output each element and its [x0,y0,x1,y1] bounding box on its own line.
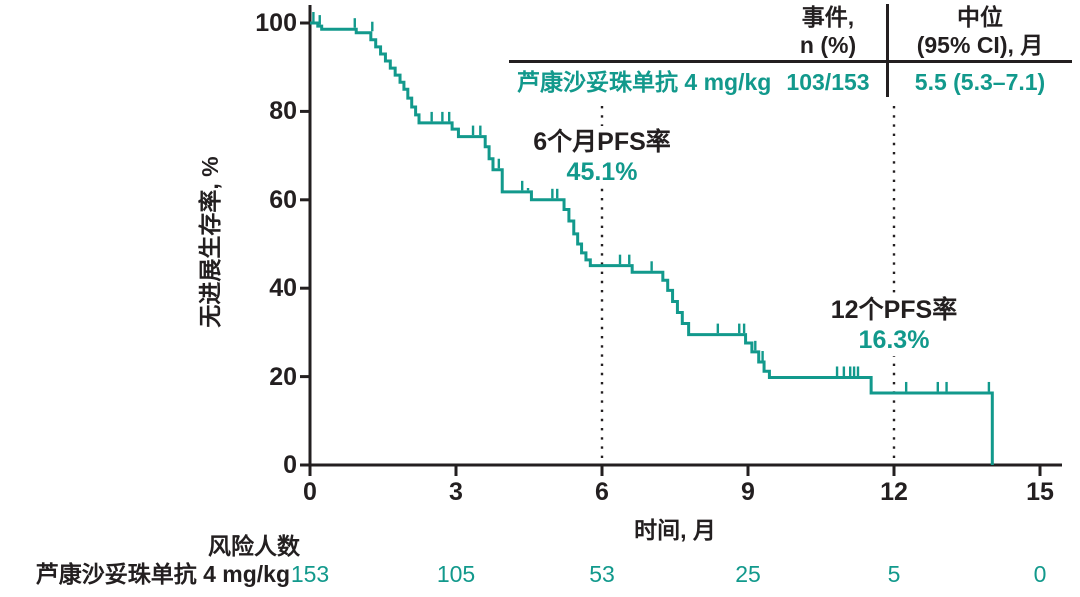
table-header-underline [509,60,1072,63]
x-tick-label: 3 [449,478,463,506]
table-row-median: 5.5 (5.3–7.1) [914,69,1046,95]
x-tick-label: 0 [303,478,317,506]
table-header-median-line2: (95% CI), 月 [916,32,1044,58]
x-tick-label: 12 [880,478,908,506]
annotation-6mo-pfs: 6个月PFS率 45.1% [526,126,678,188]
risk-count: 5 [887,561,901,587]
y-axis-label: 无进展生存率, % [197,156,223,328]
risk-table-title: 风险人数 [208,533,300,559]
table-header-events-line2: n (%) [799,32,857,58]
x-tick-label: 15 [1026,478,1054,506]
y-tick-label: 80 [269,97,297,126]
risk-count: 53 [589,561,615,587]
x-tick-label: 6 [595,478,609,506]
x-tick-label: 9 [741,478,755,506]
risk-count: 153 [290,561,330,587]
risk-count: 25 [735,561,761,587]
y-tick-label: 0 [283,451,297,479]
risk-count: 0 [1033,561,1047,587]
annotation-12mo-pfs: 12个PFS率 16.3% [823,294,965,356]
annotation-6mo-pfs-value: 45.1% [566,158,638,186]
table-row-events: 103/153 [786,69,870,95]
table-header-events-line1: 事件, [801,4,855,30]
y-tick-label: 40 [269,274,297,303]
table-row-label: 芦康沙妥珠单抗 4 mg/kg [517,69,772,95]
y-tick-label: 100 [255,9,297,37]
table-header-median-line1: 中位 [957,4,1003,30]
risk-count: 105 [436,561,476,587]
annotation-12mo-pfs-title: 12个PFS率 [830,296,958,324]
risk-table-row-label: 芦康沙妥珠单抗 4 mg/kg [35,561,290,587]
km-curve [310,21,994,465]
x-axis-label: 时间, 月 [634,517,716,543]
table-column-divider [886,4,889,97]
y-tick-label: 20 [269,362,297,391]
annotation-12mo-pfs-value: 16.3% [858,326,930,354]
annotation-6mo-pfs-title: 6个月PFS率 [533,128,671,156]
y-tick-label: 60 [269,185,297,214]
